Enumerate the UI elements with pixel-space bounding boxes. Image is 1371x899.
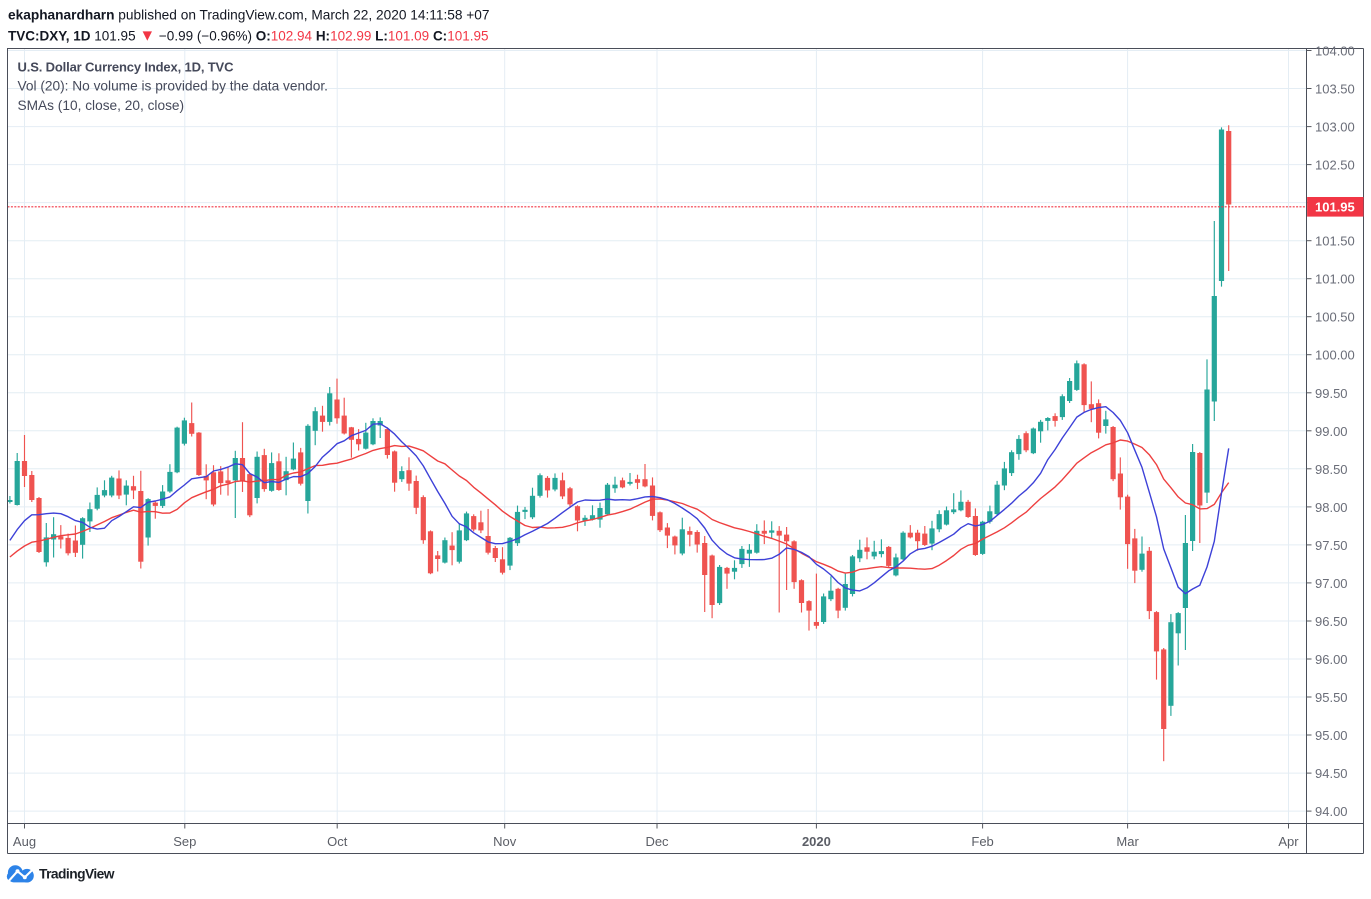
svg-text:95.00: 95.00 [1315, 728, 1348, 743]
svg-text:97.00: 97.00 [1315, 576, 1348, 591]
svg-text:101.50: 101.50 [1315, 234, 1355, 249]
svg-text:100.00: 100.00 [1315, 348, 1355, 363]
svg-text:Mar: Mar [1116, 834, 1139, 849]
svg-text:U.S. Dollar Currency Index, 1D: U.S. Dollar Currency Index, 1D, TVC [18, 59, 235, 74]
svg-text:ekaphanardharn published on Tr: ekaphanardharn published on TradingView.… [8, 8, 490, 23]
svg-text:100.50: 100.50 [1315, 310, 1355, 325]
svg-text:2020: 2020 [802, 834, 831, 849]
svg-text:96.50: 96.50 [1315, 614, 1348, 629]
svg-text:TVC:DXY, 1D 101.95 ▼ −0.99 (−: TVC:DXY, 1D 101.95 ▼ −0.99 (−0.96%) O:10… [8, 27, 488, 44]
svg-text:99.50: 99.50 [1315, 386, 1348, 401]
svg-text:Sep: Sep [173, 834, 196, 849]
svg-text:103.00: 103.00 [1315, 120, 1355, 135]
svg-text:Feb: Feb [971, 834, 993, 849]
svg-text:98.50: 98.50 [1315, 462, 1348, 477]
svg-text:SMAs (10, close, 20, close): SMAs (10, close, 20, close) [18, 98, 185, 113]
svg-text:96.00: 96.00 [1315, 652, 1348, 667]
svg-text:103.50: 103.50 [1315, 82, 1355, 97]
svg-text:101.00: 101.00 [1315, 272, 1355, 287]
svg-text:Apr: Apr [1278, 834, 1299, 849]
svg-text:94.50: 94.50 [1315, 766, 1348, 781]
svg-text:TradingView: TradingView [39, 867, 115, 882]
svg-text:97.50: 97.50 [1315, 538, 1348, 553]
svg-text:Oct: Oct [327, 834, 348, 849]
svg-text:101.95: 101.95 [1315, 200, 1355, 215]
svg-text:Aug: Aug [13, 834, 36, 849]
svg-text:Dec: Dec [645, 834, 669, 849]
svg-text:99.00: 99.00 [1315, 424, 1348, 439]
svg-text:98.00: 98.00 [1315, 500, 1348, 515]
svg-text:104.00: 104.00 [1315, 44, 1355, 59]
svg-text:94.00: 94.00 [1315, 804, 1348, 819]
svg-text:102.50: 102.50 [1315, 158, 1355, 173]
svg-text:Nov: Nov [493, 834, 517, 849]
svg-text:Vol (20): No volume is provide: Vol (20): No volume is provided by the d… [18, 79, 328, 94]
svg-text:95.50: 95.50 [1315, 690, 1348, 705]
